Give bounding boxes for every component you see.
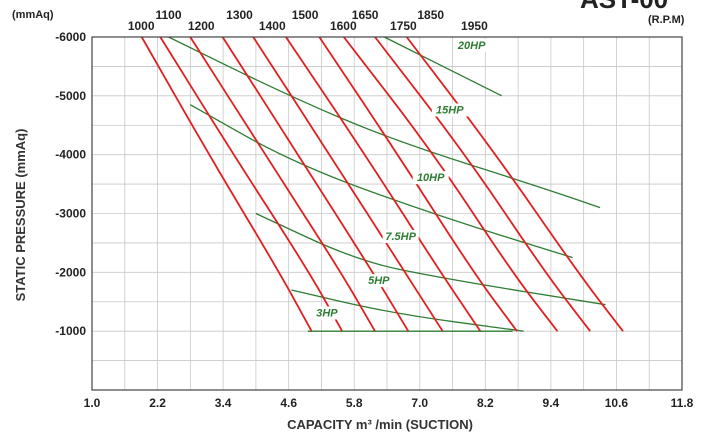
hp-curve-20hp [384, 36, 502, 97]
pressure-unit-label: (mmAq) [12, 9, 54, 21]
rpm-curves [140, 36, 624, 332]
y-tick-label: -3000 [55, 207, 86, 221]
rpm-curve-1850 [405, 36, 624, 332]
model-title-fragment: AST-00 [580, 0, 668, 14]
rpm-label-1950: 1950 [461, 19, 488, 33]
rpm-curve-1600 [318, 36, 518, 332]
hp-curve-10hp [189, 104, 573, 259]
y-tick-label: -5000 [55, 89, 86, 103]
rpm-curve-1750 [374, 36, 591, 332]
hp-curve-7-5hp [255, 212, 606, 306]
y-tick-label: -2000 [55, 265, 86, 279]
x-tick-label: 8.2 [477, 396, 494, 410]
rpm-curve-1400 [252, 36, 444, 332]
rpm-label-1600: 1600 [330, 19, 357, 33]
hp-label-5hp: 5HP [368, 275, 390, 287]
x-tick-label: 7.0 [411, 396, 428, 410]
hp-label-background [382, 229, 419, 243]
rpm-label-1300: 1300 [226, 8, 253, 22]
y-tick-label: -4000 [55, 148, 86, 162]
hp-label-15hp: 15HP [436, 104, 464, 116]
hp-label-20hp: 20HP [457, 40, 486, 52]
hp-label-background [360, 274, 397, 288]
hp-label-7-5hp: 7.5HP [385, 231, 416, 243]
rpm-unit-label: (R.P.M) [648, 14, 685, 26]
rpm-curve-1100 [159, 36, 343, 332]
hp-label-background [431, 103, 468, 117]
x-tick-label: 4.6 [280, 396, 297, 410]
plot-frame [91, 36, 683, 391]
rpm-label-1500: 1500 [292, 8, 319, 22]
x-tick-label: 11.8 [671, 396, 694, 410]
hp-label-background [412, 171, 449, 185]
rpm-curve-1000 [140, 36, 313, 332]
x-tick-label: 5.8 [346, 396, 363, 410]
y-tick-label: -6000 [55, 30, 86, 44]
y-axis-title: STATIC PRESSURE (mmAq) [13, 129, 28, 302]
hp-label-3hp: 3HP [316, 307, 338, 319]
hp-labels: 3HP 5HP 7.5HP 10HP 15HP 20HP [308, 38, 490, 320]
x-tick-labels: 1.0 2.2 3.4 4.6 5.8 7.0 8.2 9.4 10.6 11.8 [84, 396, 694, 410]
x-tick-label: 1.0 [84, 396, 101, 410]
x-tick-label: 9.4 [543, 396, 560, 410]
rpm-label-1200: 1200 [188, 19, 215, 33]
rpm-label-1650: 1650 [352, 8, 379, 22]
x-axis-title: CAPACITY m³ /min (SUCTION) [287, 417, 473, 432]
x-tick-label: 10.6 [605, 396, 629, 410]
hp-curve-15hp [168, 36, 601, 209]
grid [91, 36, 683, 391]
rpm-label-1000: 1000 [128, 19, 155, 33]
rpm-curve-1200 [189, 36, 376, 332]
rpm-curve-1500 [285, 36, 482, 332]
axes [91, 36, 683, 391]
hp-label-10hp: 10HP [417, 172, 445, 184]
y-tick-label: -1000 [55, 324, 86, 338]
x-tick-label: 3.4 [215, 396, 232, 410]
hp-label-background [453, 38, 490, 52]
rpm-label-1750: 1750 [390, 19, 417, 33]
x-tick-label: 2.2 [149, 396, 166, 410]
rpm-curve-1650 [343, 36, 559, 332]
hp-label-background [308, 306, 345, 320]
rpm-label-1100: 1100 [155, 8, 181, 22]
y-tick-labels: -6000 -5000 -4000 -3000 -2000 -1000 [55, 30, 86, 338]
rpm-label-1400: 1400 [259, 19, 286, 33]
rpm-label-1850: 1850 [417, 8, 444, 22]
